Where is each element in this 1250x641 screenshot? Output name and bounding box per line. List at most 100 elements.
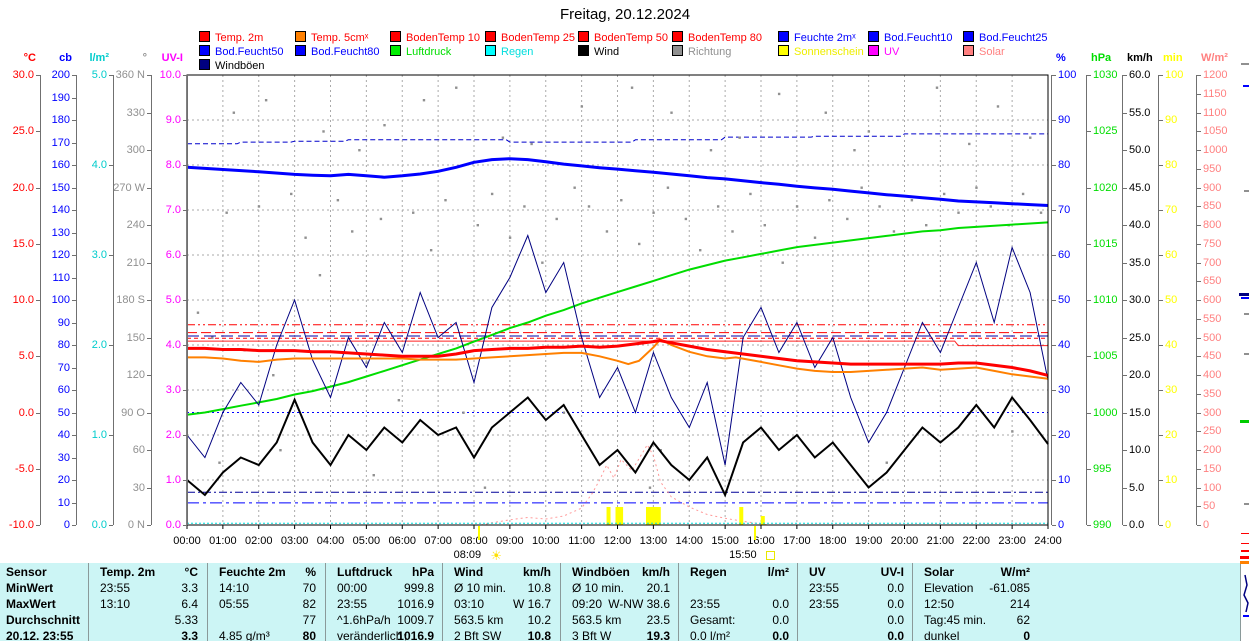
legend-swatch-icon xyxy=(578,31,589,42)
axis-tick-label-pct: 20 xyxy=(1058,429,1071,441)
axis-tick-label-min: 100 xyxy=(1165,69,1184,81)
axis-tick xyxy=(1123,375,1127,376)
axis-tick xyxy=(1087,75,1091,76)
table-cell-value: -61.085 xyxy=(989,581,1030,595)
axis-tick-label-pct: 40 xyxy=(1058,339,1071,351)
axis-unit-min: min xyxy=(1163,52,1183,64)
legend-swatch-icon xyxy=(963,31,974,42)
axis-tick-label-cb: 80 xyxy=(57,339,70,351)
series-richtung-dot xyxy=(666,186,670,189)
axis-tick xyxy=(72,457,76,459)
legend-item-feuchte-2m-[interactable]: Feuchte 2mˣ xyxy=(778,31,856,44)
legend-item-bodentemp-50[interactable]: BodenTemp 50 xyxy=(578,31,668,44)
axis-tick xyxy=(72,187,76,189)
axis-tick-label-deg: 0 N xyxy=(127,519,145,531)
table-cell-value: W-NW 38.6 xyxy=(608,597,670,611)
axis-tick-label-kmh: 45.0 xyxy=(1129,181,1151,194)
axis-tick xyxy=(36,300,40,301)
legend-item-luftdruck[interactable]: Luftdruck xyxy=(390,45,451,58)
table-header-title: Windböen xyxy=(572,565,630,579)
edge-value-marker xyxy=(1243,85,1249,87)
axis-tick-label-degC: -10.0 xyxy=(8,519,34,531)
table-cell-value: 0.0 xyxy=(887,581,904,595)
legend-item-temp-2m[interactable]: Temp. 2m xyxy=(199,31,263,44)
sunrise-marker xyxy=(478,526,481,540)
axis-tick-label-cb: 20 xyxy=(57,474,70,486)
legend-item-windb-en[interactable]: Windböen xyxy=(199,59,265,72)
axis-tick xyxy=(72,345,76,346)
axis-tick-label-cb: 130 xyxy=(51,226,70,239)
axis-tick xyxy=(1197,206,1201,208)
axis-tick-label-min: 80 xyxy=(1165,159,1178,171)
series-richtung-dot xyxy=(699,249,702,252)
legend-item-bodentemp-25[interactable]: BodenTemp 25 xyxy=(485,31,575,44)
axis-tick xyxy=(1052,525,1056,526)
legend-item-richtung[interactable]: Richtung xyxy=(672,45,731,58)
legend-item-bod-feucht10[interactable]: Bod.Feucht10 xyxy=(868,31,953,44)
x-axis-label: 09:00 xyxy=(496,535,524,547)
axis-tick-label-pct: 30 xyxy=(1058,384,1071,396)
table-cell-left: 23:55 xyxy=(690,597,721,611)
axis-tick xyxy=(1159,435,1163,436)
legend-item-label: Temp. 5cmˣ xyxy=(311,32,369,44)
series-richtung-dot xyxy=(358,149,361,152)
axis-tick xyxy=(1159,480,1163,481)
axis-tick xyxy=(1159,525,1163,526)
legend-item-label: BodenTemp 80 xyxy=(688,32,762,44)
axis-tick xyxy=(72,412,76,414)
table-cell-value: 999.8 xyxy=(403,581,434,595)
series-sonnenschein-bar xyxy=(656,507,661,525)
axis-line-cb xyxy=(76,75,77,525)
axis-tick xyxy=(1197,131,1201,133)
axis-tick xyxy=(72,322,76,324)
axis-tick-label-kmh: 10.0 xyxy=(1129,444,1151,456)
table-cell-left: Gesamt: xyxy=(690,613,736,627)
axis-tick-label-min: 40 xyxy=(1165,339,1178,351)
table-cell-value: 62 xyxy=(1016,613,1030,627)
series-richtung-dot xyxy=(989,205,992,208)
axis-tick xyxy=(72,435,76,436)
legend-item-bod-feucht80[interactable]: Bod.Feucht80 xyxy=(295,45,380,58)
axis-tick xyxy=(183,75,187,76)
axis-line-lm2 xyxy=(113,75,114,525)
legend-item-wind[interactable]: Wind xyxy=(578,45,619,58)
axis-line-uvi xyxy=(187,75,188,525)
axis-tick-label-uvi: 8.0 xyxy=(165,159,181,171)
axis-tick-label-deg: 150 xyxy=(126,331,145,344)
legend-swatch-icon xyxy=(868,31,879,42)
axis-tick xyxy=(72,525,76,526)
legend-item-solar[interactable]: Solar xyxy=(963,45,1005,58)
axis-unit-deg: ° xyxy=(142,52,147,64)
axis-tick-label-wm2: 800 xyxy=(1203,219,1222,231)
table-header-unit: l/m² xyxy=(767,565,789,579)
axis-tick-label-kmh: 20.0 xyxy=(1129,369,1151,381)
legend-item-uv[interactable]: UV xyxy=(868,45,899,58)
legend-item-bod-feucht50[interactable]: Bod.Feucht50 xyxy=(199,45,284,58)
series-windboeen xyxy=(186,234,1049,466)
axis-tick xyxy=(1052,480,1056,481)
legend-swatch-icon xyxy=(199,59,210,70)
series-richtung-dot xyxy=(218,461,221,464)
series-richtung-dot xyxy=(587,205,591,208)
axis-tick-label-lm2: 0.0 xyxy=(91,519,107,531)
legend-item-regen[interactable]: Regen xyxy=(485,45,533,58)
axis-tick xyxy=(1123,75,1127,76)
legend-item-bodentemp-80[interactable]: BodenTemp 80 xyxy=(672,31,762,44)
axis-tick-label-kmh: 50.0 xyxy=(1129,144,1151,156)
axis-tick xyxy=(1197,375,1201,376)
axis-tick-label-deg: 270 W xyxy=(113,181,145,194)
axis-tick-label-kmh: 0.0 xyxy=(1129,519,1145,531)
legend-item-temp-5cm-[interactable]: Temp. 5cmˣ xyxy=(295,31,369,44)
legend-item-sonnenschein[interactable]: Sonnenschein xyxy=(778,45,864,58)
x-axis-label: 03:00 xyxy=(280,535,309,547)
series-richtung-dot xyxy=(853,149,856,152)
series-richtung-dot xyxy=(824,111,827,114)
legend-item-bod-feucht25[interactable]: Bod.Feucht25 xyxy=(963,31,1048,44)
table-column-separator xyxy=(678,563,679,641)
series-richtung-dot xyxy=(996,105,1000,108)
x-axis-label: 14:00 xyxy=(675,535,704,547)
legend-item-bodentemp-10[interactable]: BodenTemp 10 xyxy=(390,31,480,44)
legend-swatch-icon xyxy=(390,31,401,42)
series-richtung-dot xyxy=(828,199,831,202)
table-cell-value: 10.2 xyxy=(527,613,551,627)
